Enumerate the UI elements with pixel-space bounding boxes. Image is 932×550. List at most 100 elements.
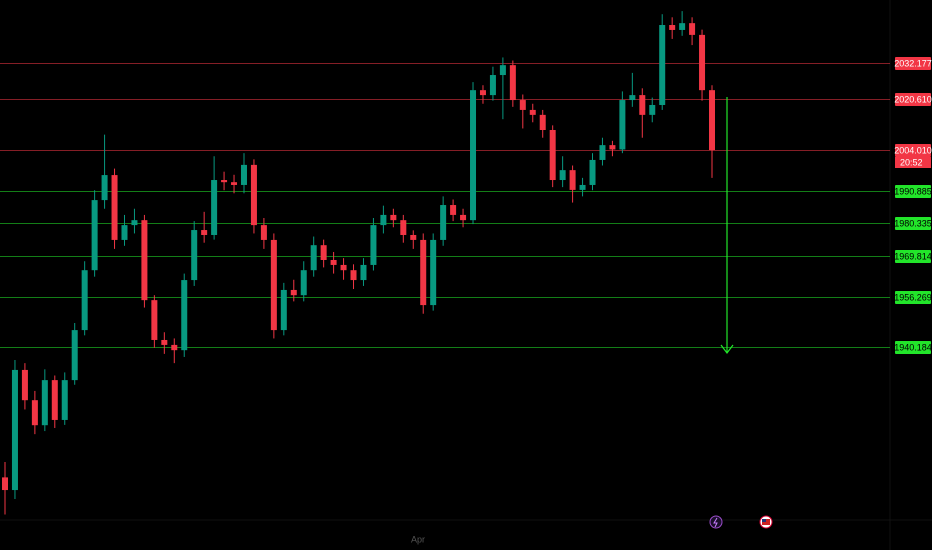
x-tick-label: Apr bbox=[411, 534, 425, 544]
levels bbox=[0, 63, 890, 348]
candle-body bbox=[161, 339, 168, 345]
candle-body bbox=[529, 109, 536, 115]
candle-body bbox=[191, 230, 198, 281]
candle-body bbox=[559, 170, 566, 181]
candle-body bbox=[519, 100, 526, 110]
candle-body bbox=[470, 90, 477, 221]
level-label: 1990.885 bbox=[894, 186, 932, 196]
arrow-head bbox=[720, 344, 734, 354]
candle-body bbox=[410, 234, 417, 240]
candle-body bbox=[479, 90, 486, 96]
level-label-box bbox=[895, 250, 931, 263]
candle-body bbox=[440, 205, 447, 240]
level-label: 2032.177 bbox=[894, 58, 932, 68]
candle-body bbox=[709, 90, 715, 151]
level-label-box bbox=[895, 291, 931, 304]
candle-body bbox=[250, 164, 257, 226]
candle-body bbox=[31, 400, 38, 426]
candle-body bbox=[181, 280, 188, 351]
candle-body bbox=[360, 264, 367, 281]
candle-body bbox=[499, 65, 506, 76]
level-label: 1980.335 bbox=[894, 218, 932, 228]
candle-body bbox=[21, 369, 28, 401]
level-label: 1940.184 bbox=[894, 342, 932, 352]
candle-body bbox=[599, 145, 606, 160]
candle-body bbox=[91, 200, 98, 271]
candle-body bbox=[141, 220, 148, 301]
level-label: 1969.814 bbox=[894, 251, 932, 261]
countdown: 20:52 bbox=[900, 157, 923, 167]
candle-body bbox=[111, 175, 118, 240]
candle-body bbox=[201, 230, 208, 235]
level-label-box bbox=[895, 341, 931, 354]
candle-body bbox=[2, 477, 8, 491]
candle-body bbox=[489, 75, 496, 96]
level-label: 2004.010 bbox=[894, 145, 932, 155]
candle-body bbox=[400, 220, 407, 235]
candle-body bbox=[460, 214, 467, 221]
candles bbox=[2, 11, 715, 515]
candle-body bbox=[679, 23, 686, 30]
candle-body bbox=[380, 214, 387, 226]
candle-body bbox=[509, 65, 516, 101]
level-label-box bbox=[895, 144, 931, 157]
candle-body bbox=[689, 23, 696, 35]
candle-body bbox=[589, 159, 596, 185]
candle-body bbox=[420, 239, 427, 306]
level-label-box bbox=[895, 185, 931, 198]
candle-body bbox=[300, 270, 307, 296]
candle-body bbox=[151, 300, 158, 340]
candle-body bbox=[81, 270, 88, 331]
flag-glyph bbox=[762, 519, 766, 522]
candle-body bbox=[260, 225, 267, 240]
candle-body bbox=[121, 225, 128, 240]
candle-body bbox=[639, 95, 646, 115]
level-label: 1956.269 bbox=[894, 292, 932, 302]
event-icons bbox=[709, 515, 773, 529]
candle-body bbox=[240, 164, 247, 185]
candle-body bbox=[270, 239, 277, 331]
price-labels: 2032.177 2020.610 2004.010 20:52 1990.885 198… bbox=[894, 57, 932, 354]
countdown-box bbox=[895, 157, 931, 168]
candle-body bbox=[659, 25, 666, 105]
candle-body bbox=[11, 369, 18, 491]
candle-body bbox=[629, 95, 636, 101]
candle-body bbox=[539, 114, 546, 130]
lightning-glyph bbox=[713, 517, 718, 528]
candle-body bbox=[131, 220, 138, 226]
candle-body bbox=[390, 214, 397, 221]
candle-body bbox=[609, 145, 616, 150]
candle-body bbox=[350, 270, 357, 281]
projection-arrow bbox=[720, 97, 734, 354]
candle-body bbox=[280, 289, 287, 331]
candle-body bbox=[290, 289, 297, 296]
candle-body bbox=[579, 184, 586, 190]
candle-body bbox=[430, 239, 437, 306]
candle-body bbox=[101, 175, 108, 201]
candle-body bbox=[221, 180, 228, 183]
candle-body bbox=[211, 180, 218, 235]
candle-body bbox=[320, 245, 327, 260]
candle-body bbox=[450, 205, 457, 215]
candle-body bbox=[61, 380, 68, 420]
level-label-box bbox=[895, 93, 931, 106]
candle-body bbox=[330, 260, 337, 265]
candle-body bbox=[71, 330, 78, 381]
candle-body bbox=[619, 100, 626, 150]
candle-body bbox=[340, 264, 347, 271]
candle-body bbox=[171, 344, 178, 351]
candle-body bbox=[41, 380, 48, 426]
level-label-box bbox=[895, 57, 931, 70]
candle-body bbox=[370, 225, 377, 265]
candle-body bbox=[310, 245, 317, 271]
event-icon[interactable] bbox=[709, 515, 723, 529]
level-label: 2020.610 bbox=[894, 94, 932, 104]
candle-body bbox=[51, 380, 58, 420]
candle-body bbox=[699, 34, 706, 91]
candle-body bbox=[549, 130, 556, 181]
candle-body bbox=[669, 25, 676, 30]
level-label-box bbox=[895, 217, 931, 230]
